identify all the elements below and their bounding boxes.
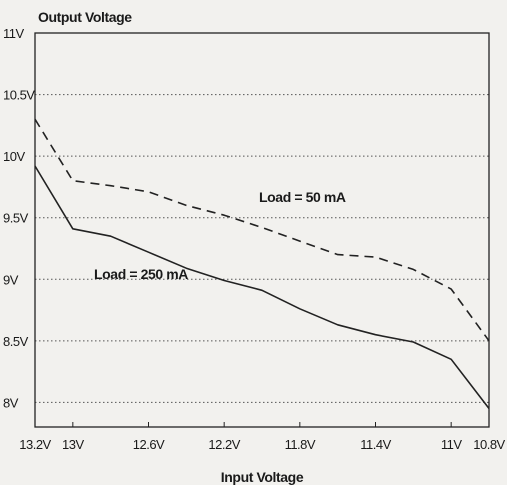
- y-tick-label: 9.5V: [3, 211, 29, 226]
- y-tick-label: 10.5V: [3, 88, 35, 103]
- series-label-load-50ma: Load = 50 mA: [259, 189, 346, 205]
- x-tick-label: 11.8V: [285, 437, 316, 452]
- x-tick-label: 13.2V: [19, 437, 51, 452]
- x-tick-label: 13V: [62, 437, 84, 452]
- series-label-load-250ma: Load = 250 mA: [94, 266, 188, 282]
- series-line-load-250ma: [34, 165, 490, 409]
- series-lines: [34, 118, 490, 409]
- y-tick-label: 8V: [3, 395, 19, 410]
- x-tick-labels: 13.2V 13V 12.6V 12.2V 11.8V 11.4V 11V 10.8V: [19, 422, 506, 452]
- y-tick-labels: 11V 10.5V 10V 9.5V 9V 8.5V 8V: [3, 26, 36, 410]
- y-tick-label: 11V: [3, 26, 24, 41]
- x-axis-title: Input Voltage: [221, 469, 304, 485]
- x-tick-label: 10.8V: [473, 437, 505, 452]
- grid-lines: [35, 94, 489, 403]
- plot-frame: [34, 32, 490, 428]
- x-tick-label: 11V: [441, 437, 462, 452]
- x-tick-label: 12.6V: [133, 437, 165, 452]
- x-tick-label: 12.2V: [208, 437, 240, 452]
- x-tick-label: 11.4V: [360, 437, 391, 452]
- series-line-load-50ma: [34, 118, 490, 342]
- y-tick-label: 9V: [3, 272, 19, 287]
- y-tick-label: 8.5V: [3, 334, 29, 349]
- y-axis-title: Output Voltage: [38, 9, 132, 25]
- y-tick-label: 10V: [3, 149, 25, 164]
